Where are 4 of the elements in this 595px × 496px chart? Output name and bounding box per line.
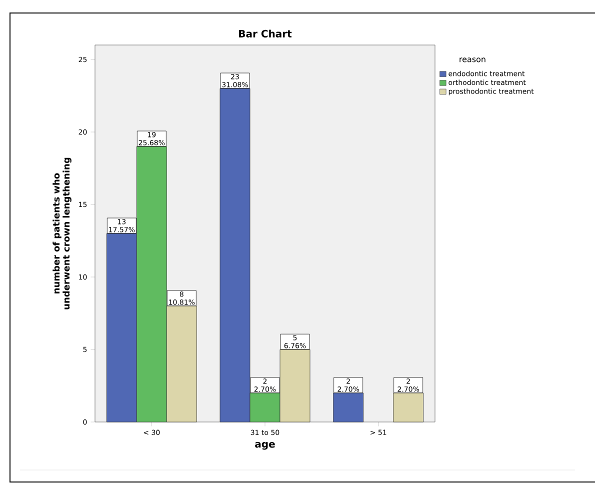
y-axis-title: number of patients who underwent crown lengthening <box>52 158 72 310</box>
legend-title: reason <box>460 58 486 62</box>
chart-title: Bar Chart <box>239 30 292 38</box>
x-axis-title: age <box>255 442 275 450</box>
